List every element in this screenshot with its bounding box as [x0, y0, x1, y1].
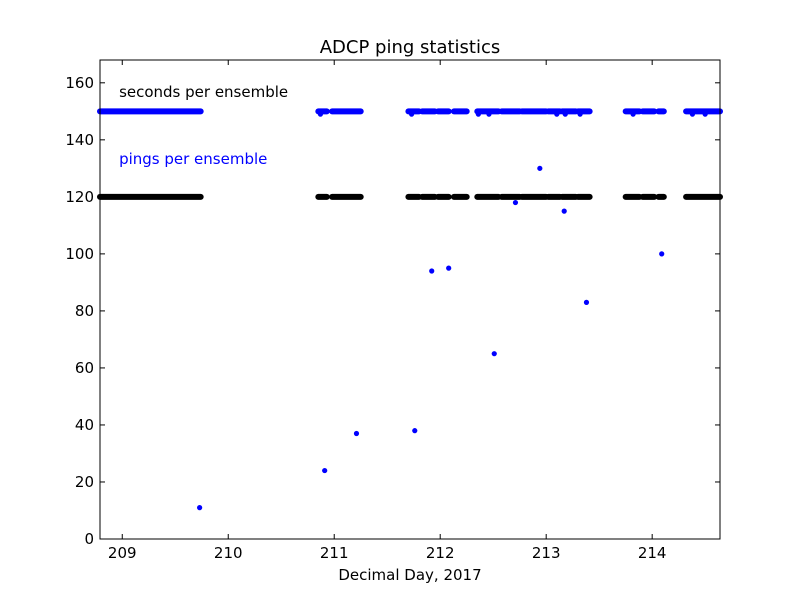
- y-tick-label: 40: [75, 416, 94, 434]
- data-point: [412, 428, 418, 434]
- data-point: [322, 467, 328, 474]
- data-point: [491, 351, 497, 357]
- x-axis-label: Decimal Day, 2017: [338, 566, 481, 584]
- data-point: [583, 299, 590, 305]
- data-point: [197, 505, 203, 511]
- annotation-layer: seconds per ensemble pings per ensemble: [119, 83, 288, 168]
- data-point: [577, 111, 583, 117]
- annotation-text: pings per ensemble: [119, 150, 267, 168]
- data-point: [702, 111, 708, 117]
- series-pings-per-ensemble: [97, 108, 723, 511]
- chart-title: ADCP ping statistics: [320, 37, 501, 58]
- data-point: [512, 199, 519, 206]
- plot-area: 209 210 211 212 213 214 0 20 40 60 80 100 120 140 160: [65, 59, 723, 562]
- data-point: [475, 111, 481, 117]
- ticks-layer: 209 210 211 212 213 214 0 20 40 60 80 100 120 140 160: [65, 60, 720, 562]
- x-tick-label: 209: [108, 544, 137, 562]
- data-point: [353, 430, 360, 437]
- axes-frame: [99, 59, 721, 540]
- data-point: [317, 111, 324, 117]
- data-point: [689, 111, 696, 117]
- data-point: [562, 111, 568, 117]
- data-point: [429, 268, 435, 274]
- data-point: [630, 111, 636, 117]
- data-point: [537, 165, 543, 171]
- y-tick-label: 120: [65, 188, 94, 206]
- data-point: [554, 111, 560, 117]
- annotation-text: seconds per ensemble: [119, 83, 288, 101]
- x-tick-label: 210: [214, 544, 243, 562]
- y-tick-label: 160: [65, 74, 94, 92]
- data-point: [486, 111, 492, 117]
- y-tick-label: 80: [75, 302, 94, 320]
- data-point: [446, 265, 452, 271]
- x-tick-label: 211: [320, 544, 349, 562]
- y-tick-label: 0: [84, 530, 94, 548]
- x-tick-label: 212: [426, 544, 455, 562]
- data-point: [659, 251, 665, 257]
- y-tick-label: 140: [65, 131, 94, 149]
- x-tick-label: 213: [532, 544, 561, 562]
- x-tick-label: 214: [638, 544, 667, 562]
- data-point: [408, 111, 415, 117]
- data-point: [561, 208, 567, 214]
- y-tick-label: 100: [65, 245, 94, 263]
- series-layer: [97, 108, 723, 511]
- y-tick-label: 60: [75, 359, 94, 377]
- y-tick-label: 20: [75, 473, 94, 491]
